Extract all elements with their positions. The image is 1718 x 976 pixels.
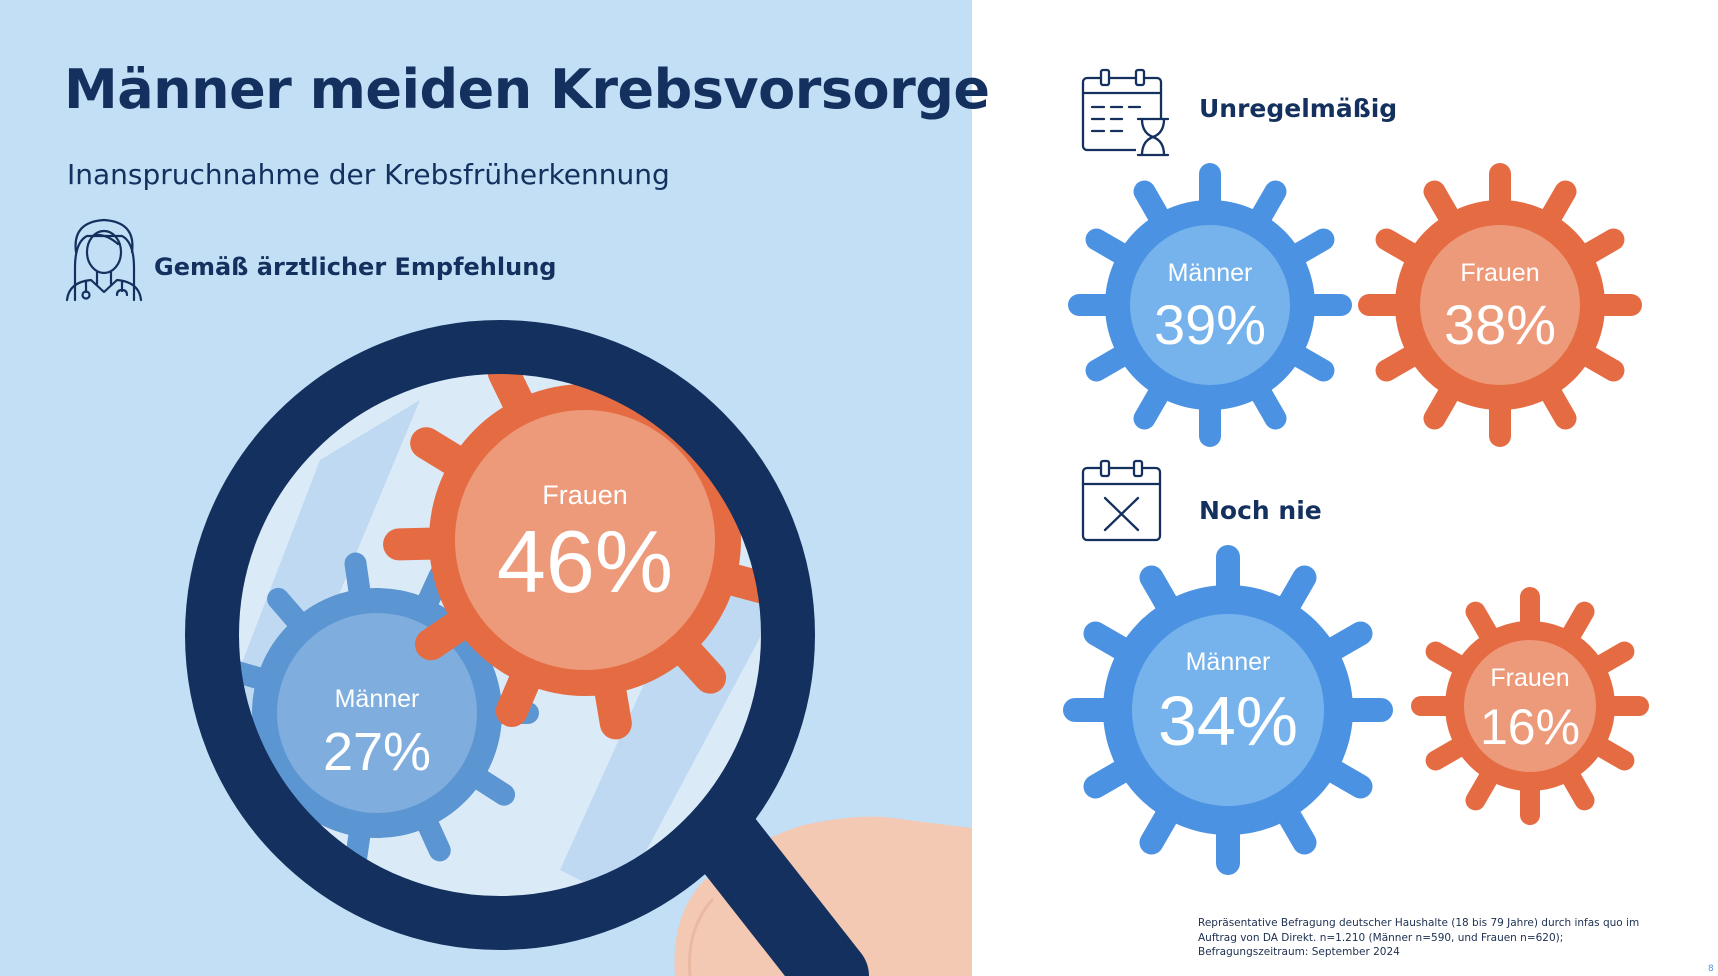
- women-irregular-gear: [1358, 163, 1642, 447]
- men-never-label: Männer: [1186, 648, 1271, 676]
- never-label: Noch nie: [1199, 496, 1322, 525]
- women-never-gear: [1411, 587, 1649, 825]
- women-never-label: Frauen: [1490, 664, 1569, 692]
- men-irregular-label: Männer: [1168, 259, 1253, 287]
- recommendation-label: Gemäß ärztlicher Empfehlung: [154, 253, 557, 281]
- page-number: 8: [1708, 964, 1714, 974]
- doctor-icon: [65, 218, 143, 302]
- women-recommendation-gear: [383, 373, 762, 740]
- women-recommendation-value: 46%: [497, 512, 673, 611]
- women-irregular-value: 38%: [1444, 293, 1556, 356]
- men-never-gear: [1063, 545, 1393, 875]
- calendar-x-icon: [1081, 459, 1162, 542]
- women-never-value: 16%: [1480, 699, 1580, 755]
- women-irregular-label: Frauen: [1460, 259, 1539, 287]
- men-irregular-gear: [1068, 163, 1352, 447]
- men-recommendation-value: 27%: [323, 722, 431, 782]
- men-recommendation-label: Männer: [335, 685, 420, 713]
- men-never-value: 34%: [1158, 682, 1298, 760]
- page-subtitle: Inanspruchnahme der Krebsfrüherkennung: [67, 158, 670, 191]
- irregular-label: Unregelmäßig: [1199, 94, 1398, 123]
- magnifier-ring: [185, 320, 815, 950]
- men-irregular-value: 39%: [1154, 293, 1266, 356]
- page-title: Männer meiden Krebsvorsorge: [64, 58, 990, 121]
- women-recommendation-label: Frauen: [542, 480, 628, 510]
- survey-footnote: Repräsentative Befragung deutscher Haush…: [1198, 917, 1640, 958]
- calendar-hourglass-icon: [1081, 68, 1170, 157]
- men-recommendation-gear: [238, 552, 539, 874]
